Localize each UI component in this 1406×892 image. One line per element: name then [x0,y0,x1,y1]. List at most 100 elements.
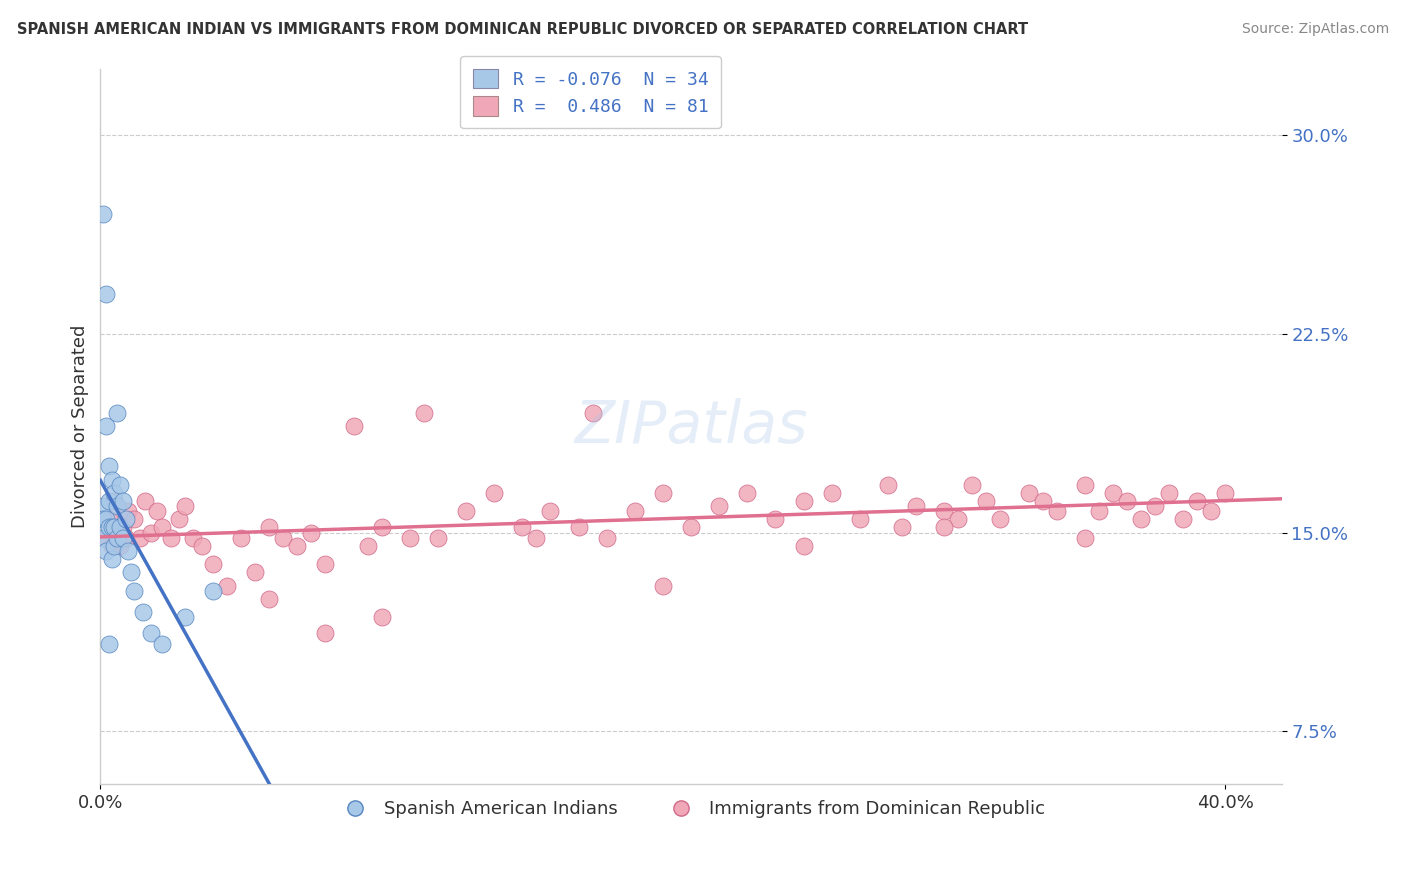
Point [181,531,204,545]
Legend: Spanish American Indians, Immigrants from Dominican Republic: Spanish American Indians, Immigrants fro… [329,793,1053,825]
Point [94,512,117,526]
Point [285,539,308,553]
Point [1187,493,1209,508]
Point [1046,504,1069,518]
Point [1074,478,1097,492]
Point [134,493,156,508]
Point [707,499,730,513]
Point [1215,485,1237,500]
Text: ZIPatlas: ZIPatlas [574,398,808,455]
Point [877,478,900,492]
Point [91,512,114,526]
Point [94,286,117,301]
Point [581,406,603,420]
Point [765,512,787,526]
Point [905,499,928,513]
Point [117,504,139,518]
Point [1074,531,1097,545]
Point [100,473,122,487]
Point [356,539,378,553]
Point [482,485,505,500]
Y-axis label: Divorced or Separated: Divorced or Separated [72,325,89,528]
Point [651,578,673,592]
Point [103,485,125,500]
Point [948,512,970,526]
Point [524,531,547,545]
Point [976,493,998,508]
Point [105,406,128,420]
Point [990,512,1012,526]
Point [117,544,139,558]
Point [793,539,815,553]
Point [821,485,844,500]
Point [1032,493,1054,508]
Point [454,504,477,518]
Point [201,583,224,598]
Point [91,499,114,513]
Point [173,499,195,513]
Point [103,493,125,508]
Point [398,531,420,545]
Text: Source: ZipAtlas.com: Source: ZipAtlas.com [1241,22,1389,37]
Point [538,504,561,518]
Point [1102,485,1125,500]
Point [150,520,173,534]
Point [94,531,117,545]
Point [934,504,956,518]
Point [370,520,392,534]
Point [97,637,120,651]
Point [100,520,122,534]
Point [105,525,128,540]
Point [1130,512,1153,526]
Point [108,478,131,492]
Point [114,512,136,526]
Point [314,558,336,572]
Point [150,637,173,651]
Point [651,485,673,500]
Point [426,531,449,545]
Point [1159,485,1181,500]
Point [342,419,364,434]
Point [567,520,589,534]
Point [131,605,153,619]
Point [257,520,280,534]
Point [679,520,702,534]
Point [737,485,759,500]
Point [100,552,122,566]
Point [94,419,117,434]
Point [105,499,128,513]
Point [100,539,122,553]
Point [145,504,167,518]
Point [314,626,336,640]
Point [215,578,238,592]
Point [623,504,645,518]
Point [1088,504,1111,518]
Point [159,531,181,545]
Point [97,520,120,534]
Point [891,520,914,534]
Point [97,459,120,474]
Point [103,520,125,534]
Point [139,525,162,540]
Point [962,478,984,492]
Point [120,566,142,580]
Point [243,566,266,580]
Point [114,531,136,545]
Point [510,520,533,534]
Text: SPANISH AMERICAN INDIAN VS IMMIGRANTS FROM DOMINICAN REPUBLIC DIVORCED OR SEPARA: SPANISH AMERICAN INDIAN VS IMMIGRANTS FR… [17,22,1028,37]
Point [271,531,294,545]
Point [370,610,392,624]
Point [1201,504,1223,518]
Point [111,493,134,508]
Point [139,626,162,640]
Point [257,591,280,606]
Point [103,539,125,553]
Point [111,531,134,545]
Point [108,539,131,553]
Point [1116,493,1139,508]
Point [91,207,114,221]
Point [201,558,224,572]
Point [173,610,195,624]
Point [1173,512,1195,526]
Point [1018,485,1040,500]
